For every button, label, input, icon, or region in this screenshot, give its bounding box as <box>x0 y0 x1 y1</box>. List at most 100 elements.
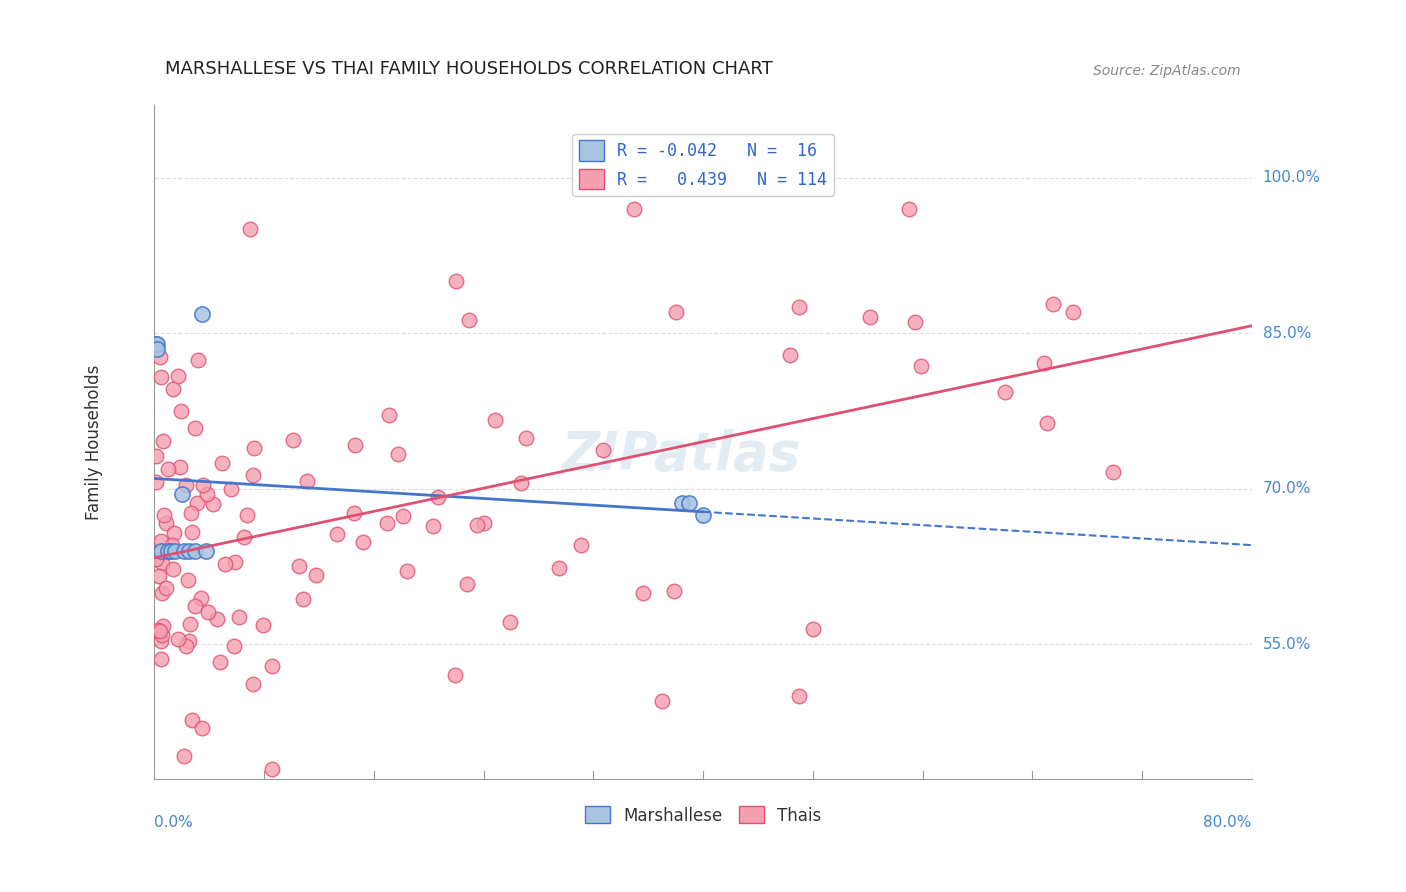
Point <box>181 525 204 540</box>
Point <box>592 442 614 457</box>
Point <box>149 350 172 364</box>
Point <box>208 655 231 669</box>
Point <box>515 431 537 445</box>
Point <box>176 478 198 492</box>
Point <box>148 623 170 637</box>
Point <box>228 609 250 624</box>
Point <box>569 538 592 552</box>
Point <box>166 632 188 647</box>
Point <box>169 460 191 475</box>
Text: MARSHALLESE VS THAI FAMILY HOUSEHOLDS CORRELATION CHART: MARSHALLESE VS THAI FAMILY HOUSEHOLDS CO… <box>166 60 773 78</box>
Text: 0.0%: 0.0% <box>155 815 193 830</box>
Point <box>779 348 801 362</box>
Legend: Marshallese, Thais: Marshallese, Thais <box>578 800 828 831</box>
Point <box>472 516 495 531</box>
Point <box>252 618 274 632</box>
Point <box>150 652 173 666</box>
Point <box>145 449 167 463</box>
Point <box>224 555 246 569</box>
Point <box>692 508 714 522</box>
Point <box>191 308 214 322</box>
Point <box>181 713 204 727</box>
Point <box>1062 305 1084 319</box>
Point <box>163 526 186 541</box>
Point <box>162 382 184 396</box>
Point <box>305 568 328 582</box>
Point <box>243 441 266 455</box>
Point <box>692 150 714 164</box>
Point <box>623 202 645 216</box>
Point <box>149 370 172 384</box>
Point <box>787 689 810 703</box>
Point <box>288 558 311 573</box>
Text: 70.0%: 70.0% <box>1263 481 1312 496</box>
Point <box>149 533 172 548</box>
Point <box>465 518 488 533</box>
Point <box>148 569 170 583</box>
Point <box>152 434 174 449</box>
Point <box>195 544 218 558</box>
Point <box>183 421 205 435</box>
Point <box>170 487 193 501</box>
Point <box>187 353 209 368</box>
Point <box>664 305 686 319</box>
Point <box>510 475 533 490</box>
Point <box>458 313 481 327</box>
Point <box>153 508 176 523</box>
Point <box>499 615 522 629</box>
Point <box>427 490 450 504</box>
Point <box>548 561 571 575</box>
Point <box>444 274 467 288</box>
Point <box>152 628 174 642</box>
Point <box>146 342 169 356</box>
Point <box>145 336 167 351</box>
Point <box>145 552 167 566</box>
Point <box>456 577 478 591</box>
Point <box>396 564 419 578</box>
Point <box>177 544 200 558</box>
Point <box>377 408 399 422</box>
Point <box>444 668 467 682</box>
Point <box>155 516 177 530</box>
Point <box>910 359 932 373</box>
Point <box>239 222 262 236</box>
Point <box>219 482 242 496</box>
Point <box>1102 465 1125 479</box>
Point <box>283 433 305 447</box>
Point <box>190 591 212 606</box>
Point <box>678 496 700 510</box>
Point <box>242 677 264 691</box>
Point <box>214 557 236 571</box>
Point <box>149 624 172 638</box>
Point <box>260 658 283 673</box>
Point <box>152 556 174 570</box>
Point <box>150 586 173 600</box>
Point <box>242 467 264 482</box>
Point <box>180 506 202 520</box>
Point <box>484 413 506 427</box>
Point <box>375 516 398 531</box>
Text: 85.0%: 85.0% <box>1263 326 1312 341</box>
Text: ZIPatlas: ZIPatlas <box>561 429 800 482</box>
Point <box>207 611 229 625</box>
Point <box>157 462 180 476</box>
Point <box>159 544 181 558</box>
Point <box>343 437 366 451</box>
Point <box>191 478 214 492</box>
Point <box>633 586 655 600</box>
Point <box>173 544 195 558</box>
Point <box>671 496 693 510</box>
Point <box>170 404 193 418</box>
Point <box>162 538 184 552</box>
Point <box>295 474 318 488</box>
Point <box>236 508 259 523</box>
Point <box>191 721 214 735</box>
Point <box>184 544 207 558</box>
Point <box>179 616 201 631</box>
Point <box>292 591 315 606</box>
Text: Family Households: Family Households <box>84 364 103 520</box>
Point <box>422 518 444 533</box>
Point <box>787 300 810 314</box>
Point <box>155 582 177 596</box>
Point <box>651 694 673 708</box>
